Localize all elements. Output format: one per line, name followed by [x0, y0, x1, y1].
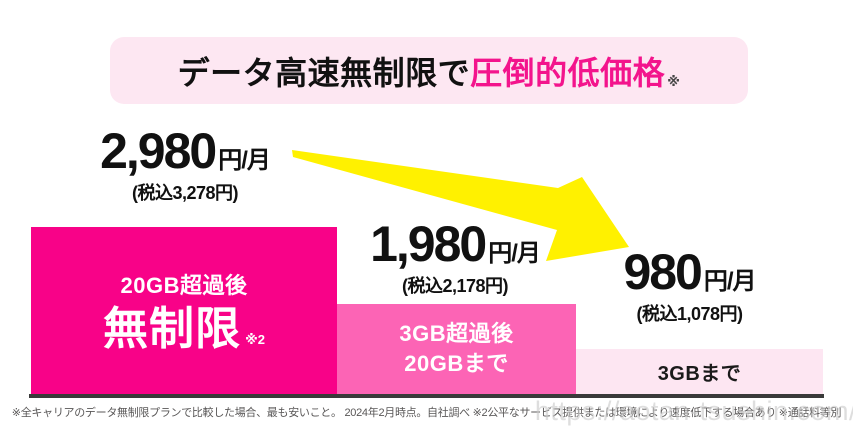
price-unit: 円/月 — [703, 268, 757, 295]
footnote-text: ※全キャリアのデータ無制限プランで比較した場合、最も安いこと。 2024年2月時… — [11, 407, 842, 419]
price-tax-included: (税込3,278円) — [131, 183, 239, 203]
price-amount: 2,980 — [100, 123, 217, 179]
bar-unlimited-label: 無制限 — [103, 302, 242, 354]
headline-note-mark: ※ — [667, 74, 681, 89]
bar-3gb: 3GBまで — [576, 349, 823, 394]
price-amount: 980 — [623, 244, 702, 300]
price-line: 980 円/月 — [567, 247, 812, 297]
bar-unlimited-condition: 20GB超過後 — [120, 272, 248, 298]
price-line: 1,980 円/月 — [330, 219, 580, 269]
price-tax-included: (税込1,078円) — [636, 304, 743, 324]
headline-accent-text: 圧倒的低価格 — [470, 54, 666, 91]
bar-unlimited: 20GB超過後 無制限 ※2 — [31, 227, 337, 394]
bar-20gb: 3GB超過後 20GBまで — [337, 304, 576, 394]
headline-text: データ高速無制限で — [177, 54, 471, 91]
bar-20gb-label: 20GBまで — [404, 351, 509, 376]
price-plan-3gb: 980 円/月 (税込1,078円) — [567, 247, 812, 326]
watermark-url: https://aotan-tsushin.com/ — [534, 396, 853, 426]
price-line: 2,980 円/月 — [55, 126, 315, 176]
bar-3gb-label: 3GBまで — [657, 363, 742, 385]
bar-20gb-condition: 3GB超過後 — [399, 321, 514, 347]
bars-baseline — [29, 394, 824, 398]
price-amount: 1,980 — [370, 216, 487, 272]
footnote-ref-2: ※2 — [245, 332, 265, 348]
price-tax-included: (税込2,178円) — [401, 276, 509, 296]
price-plan-20gb: 1,980 円/月 (税込2,178円) — [330, 219, 580, 298]
headline-banner: データ高速無制限で 圧倒的低価格 ※ — [110, 37, 748, 104]
price-plan-unlimited: 2,980 円/月 (税込3,278円) — [55, 126, 315, 205]
price-unit: 円/月 — [488, 240, 541, 267]
price-unit: 円/月 — [218, 147, 271, 174]
bar-unlimited-label-row: 無制限 ※2 — [103, 304, 265, 354]
